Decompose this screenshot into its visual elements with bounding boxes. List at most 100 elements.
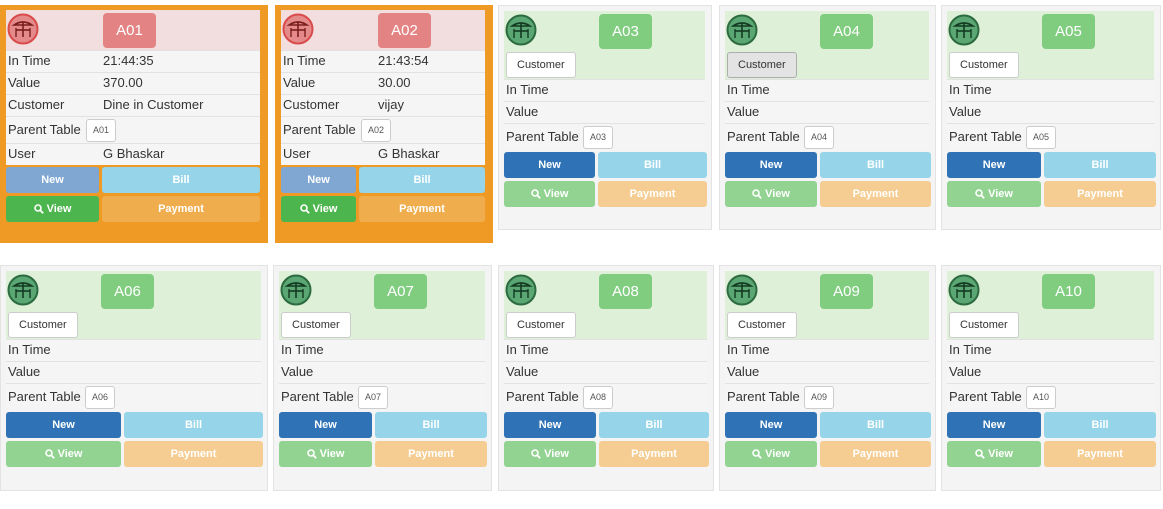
view-button[interactable]: View	[281, 196, 356, 222]
table-code-badge[interactable]: A10	[1042, 274, 1095, 309]
table-card-a06[interactable]: A06 Customer In Time Value Parent Table A06 Ne…	[0, 265, 268, 491]
bill-button[interactable]: Bill	[124, 412, 263, 438]
table-card-a01[interactable]: A01 In Time 21:44:35 Value 370.00 Customer Din…	[0, 5, 268, 243]
payment-button[interactable]: Payment	[599, 441, 709, 467]
new-button[interactable]: New	[947, 412, 1041, 438]
parent-table-value[interactable]: A08	[583, 386, 614, 409]
table-card-a08[interactable]: A08 Customer In Time Value Parent Table A08 Ne…	[498, 265, 714, 491]
new-button[interactable]: New	[725, 412, 817, 438]
new-button[interactable]: New	[947, 152, 1041, 178]
payment-button[interactable]: Payment	[375, 441, 487, 467]
view-button[interactable]: View	[504, 181, 595, 207]
payment-button[interactable]: Payment	[820, 181, 931, 207]
bill-button[interactable]: Bill	[820, 152, 931, 178]
customer-row: Customer	[947, 51, 1154, 79]
customer-button[interactable]: Customer	[949, 52, 1019, 78]
payment-button[interactable]: Payment	[1044, 441, 1156, 467]
new-button[interactable]: New	[6, 167, 99, 193]
parent-table-label: Parent Table	[727, 389, 800, 404]
new-button[interactable]: New	[281, 167, 356, 193]
value-amount: 370.00	[103, 75, 143, 90]
bill-button[interactable]: Bill	[598, 152, 707, 178]
payment-button[interactable]: Payment	[124, 441, 263, 467]
table-card-a02[interactable]: A02 In Time 21:43:54 Value 30.00 Customer vija…	[275, 5, 493, 243]
customer-button[interactable]: Customer	[506, 312, 576, 338]
table-code-badge[interactable]: A06	[101, 274, 154, 309]
search-icon	[299, 203, 313, 215]
bill-button[interactable]: Bill	[102, 167, 260, 193]
bill-button[interactable]: Bill	[820, 412, 931, 438]
parent-table-value[interactable]: A04	[804, 126, 835, 149]
new-button[interactable]: New	[725, 152, 817, 178]
table-card-a07[interactable]: A07 Customer In Time Value Parent Table A07 Ne…	[273, 265, 492, 491]
view-button-label: View	[543, 188, 569, 200]
user-row: User G Bhaskar	[6, 143, 260, 165]
table-code-badge[interactable]: A09	[820, 274, 873, 309]
table-card-a04[interactable]: A04 Customer In Time Value Parent Table A04 Ne…	[719, 5, 936, 230]
view-button[interactable]: View	[725, 441, 817, 467]
view-button[interactable]: View	[504, 441, 596, 467]
customer-button[interactable]: Customer	[506, 52, 576, 78]
view-button[interactable]: View	[6, 196, 99, 222]
user-label: User	[8, 146, 36, 161]
table-card-a05[interactable]: A05 Customer In Time Value Parent Table A05 Ne…	[941, 5, 1161, 230]
view-button[interactable]: View	[947, 181, 1041, 207]
view-button-label: View	[319, 448, 345, 460]
customer-row: Customer vijay	[281, 94, 485, 116]
table-code-badge[interactable]: A08	[599, 274, 652, 309]
payment-button[interactable]: Payment	[1044, 181, 1156, 207]
view-button[interactable]: View	[725, 181, 817, 207]
in-time-label: In Time	[8, 342, 51, 357]
bill-button[interactable]: Bill	[599, 412, 709, 438]
table-card-a10[interactable]: A10 Customer In Time Value Parent Table A10 Ne…	[941, 265, 1161, 491]
parent-table-value[interactable]: A05	[1026, 126, 1057, 149]
table-code-badge[interactable]: A02	[378, 13, 431, 48]
in-time-row: In Time 21:44:35	[6, 50, 260, 72]
table-code-badge[interactable]: A01	[103, 13, 156, 48]
payment-button[interactable]: Payment	[359, 196, 485, 222]
payment-button[interactable]: Payment	[102, 196, 260, 222]
parent-table-value[interactable]: A01	[86, 119, 117, 142]
table-code-badge[interactable]: A04	[820, 14, 873, 49]
bill-button[interactable]: Bill	[1044, 412, 1156, 438]
new-button[interactable]: New	[504, 152, 595, 178]
new-button[interactable]: New	[504, 412, 596, 438]
new-button[interactable]: New	[279, 412, 372, 438]
in-time-label: In Time	[8, 53, 51, 68]
view-button[interactable]: View	[279, 441, 372, 467]
parent-table-value[interactable]: A09	[804, 386, 835, 409]
table-code-badge[interactable]: A07	[374, 274, 427, 309]
table-code-badge[interactable]: A05	[1042, 14, 1095, 49]
parent-table-value[interactable]: A07	[358, 386, 389, 409]
parent-table-value[interactable]: A03	[583, 126, 614, 149]
user-value: G Bhaskar	[103, 146, 165, 161]
customer-button[interactable]: Customer	[8, 312, 78, 338]
table-card-a09[interactable]: A09 Customer In Time Value Parent Table A09 Ne…	[719, 265, 936, 491]
new-button[interactable]: New	[6, 412, 121, 438]
customer-row: Customer	[504, 51, 705, 79]
search-icon	[975, 188, 988, 200]
parent-table-value[interactable]: A02	[361, 119, 392, 142]
table-card-a03[interactable]: A03 Customer In Time Value Parent Table A03 Ne…	[498, 5, 712, 230]
in-time-value: 21:43:54	[378, 53, 429, 68]
customer-label: Customer	[283, 97, 340, 112]
table-code-badge[interactable]: A03	[599, 14, 652, 49]
bill-button[interactable]: Bill	[1044, 152, 1156, 178]
parent-table-value[interactable]: A10	[1026, 386, 1057, 409]
customer-button[interactable]: Customer	[727, 52, 797, 78]
table-card-header: A06	[6, 271, 261, 311]
customer-row: Customer	[279, 311, 485, 339]
search-icon	[752, 448, 765, 460]
payment-button[interactable]: Payment	[598, 181, 707, 207]
parent-table-label: Parent Table	[283, 122, 356, 137]
parent-table-value[interactable]: A06	[85, 386, 116, 409]
view-button[interactable]: View	[6, 441, 121, 467]
bill-button[interactable]: Bill	[375, 412, 487, 438]
customer-button[interactable]: Customer	[281, 312, 351, 338]
view-button[interactable]: View	[947, 441, 1041, 467]
customer-button[interactable]: Customer	[949, 312, 1019, 338]
bill-button[interactable]: Bill	[359, 167, 485, 193]
payment-button[interactable]: Payment	[820, 441, 931, 467]
customer-button[interactable]: Customer	[727, 312, 797, 338]
parent-table-row: Parent Table A08	[504, 383, 707, 410]
